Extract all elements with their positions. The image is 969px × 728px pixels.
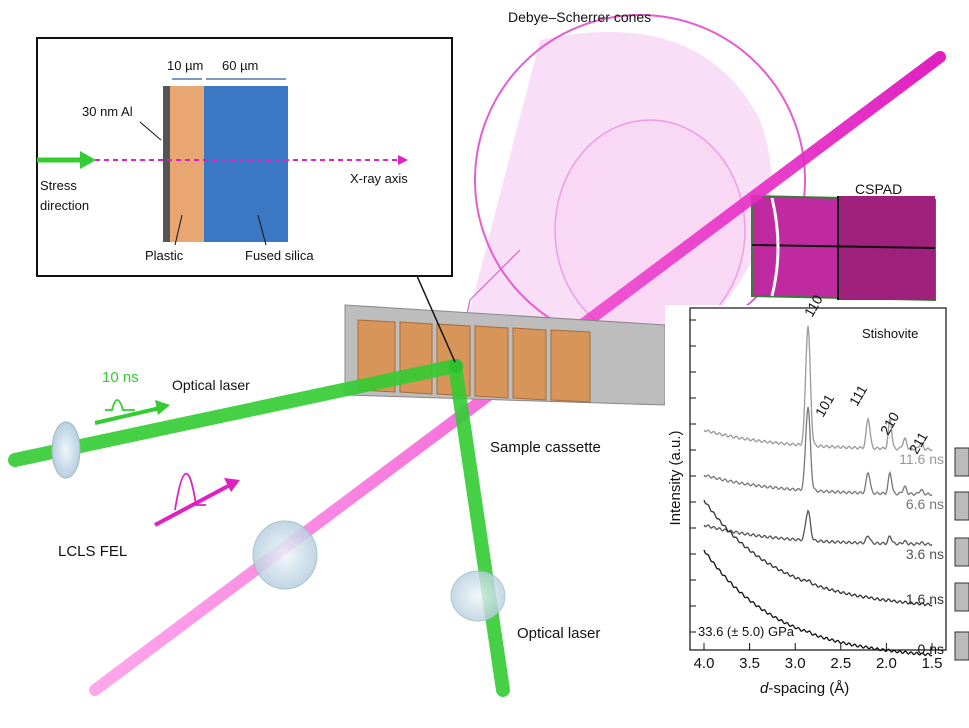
lcls-label: LCLS FEL [58,543,127,560]
y-axis-label: Intensity (a.u.) [667,430,684,525]
target-inset [37,38,452,276]
dim-label: 60 µm [222,58,258,73]
material-label: Stishovite [862,326,918,341]
dim-label: 10 µm [167,58,203,73]
stress-label: direction [40,198,89,213]
pulse-shape [105,400,135,410]
al-label: 30 nm Al [82,104,133,119]
side-strip [955,583,969,611]
x-tick-label: 1.5 [922,655,943,672]
optical-laser-label: Optical laser [172,377,250,393]
side-strip [955,448,969,476]
time-label: 0 ns [918,641,944,657]
plastic-label: Plastic [145,248,184,263]
xray-axis-label: X-ray axis [350,171,408,186]
optical-laser-label: Optical laser [517,625,600,642]
pressure-label: 33.6 (± 5.0) GPa [698,624,795,639]
silica-label: Fused silica [245,248,314,263]
x-tick-label: 2.0 [876,655,897,672]
x-tick-label: 2.5 [830,655,851,672]
cones-label: Debye–Scherrer cones [508,9,651,25]
time-label: 1.6 ns [906,591,944,607]
time-label: 11.6 ns [899,451,944,467]
pulse-arrow [155,485,230,525]
arrow-head [155,400,170,415]
lens [451,571,505,621]
x-axis-label: d-spacing (Å) [760,680,849,697]
focus-spot [449,359,463,373]
side-strip [955,538,969,566]
detector [752,196,935,300]
lens [253,521,317,589]
x-tick-label: 3.5 [739,655,760,672]
side-strip [955,632,969,660]
lens [52,422,80,478]
time-label: 3.6 ns [906,546,944,562]
side-strip [955,492,969,520]
x-tick-label: 3.0 [785,655,806,672]
figure: Debye–Scherrer cones CSPAD 10 ns Optical… [0,0,969,723]
stress-label: Stress [40,178,77,193]
x-tick-label: 4.0 [694,655,715,672]
optical-beam [455,366,503,690]
cspad-label: CSPAD [855,181,902,197]
pulse-label: 10 ns [102,369,139,386]
cassette-label: Sample cassette [490,439,601,456]
x-label-rest: -spacing (Å) [768,680,849,697]
time-label: 6.6 ns [906,496,944,512]
